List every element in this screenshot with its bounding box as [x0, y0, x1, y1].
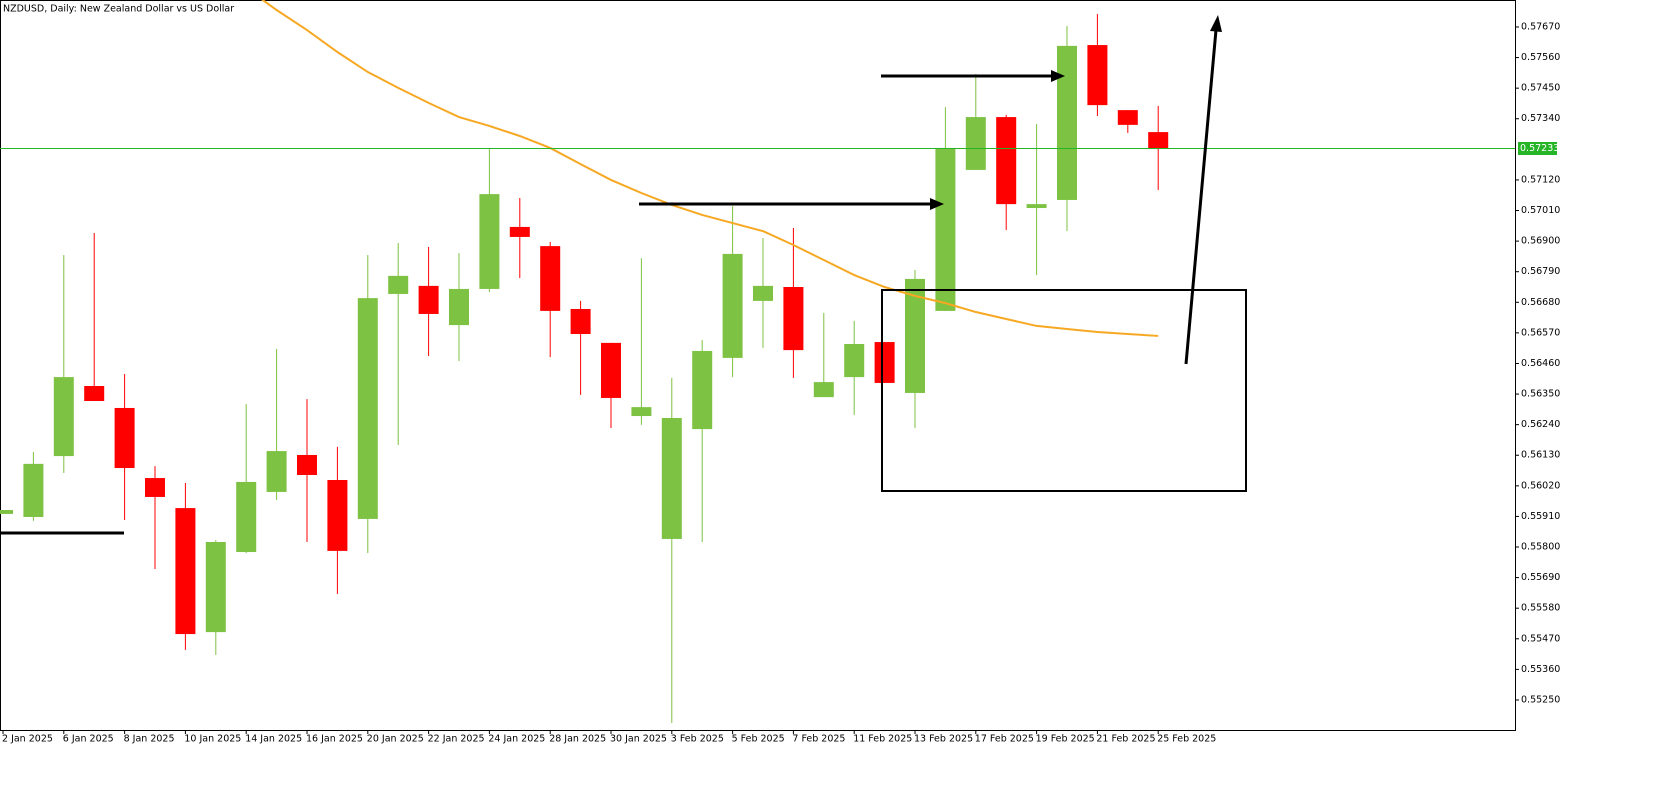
candle-body	[631, 407, 652, 417]
candle-body	[297, 454, 317, 475]
y-tick-label: 0.56900	[1521, 236, 1560, 247]
candle-body	[844, 344, 865, 378]
y-tick-label: 0.56790	[1521, 266, 1560, 277]
x-tick-label: 14 Jan 2025	[245, 734, 302, 745]
x-tick-label: 24 Jan 2025	[488, 734, 545, 745]
candle-body	[205, 542, 226, 633]
candle-body	[813, 382, 834, 398]
y-tick-label: 0.57120	[1521, 174, 1560, 185]
candle-body	[236, 481, 257, 553]
x-tick-label: 8 Jan 2025	[124, 734, 175, 745]
y-tick-label: 0.57010	[1521, 205, 1560, 216]
y-tick-label: 0.55910	[1521, 511, 1560, 522]
candle-body	[357, 298, 378, 519]
candle-body	[145, 478, 165, 497]
arrow-head	[1210, 15, 1222, 32]
y-tick-label: 0.55800	[1521, 542, 1560, 553]
candle-body	[905, 278, 925, 393]
y-tick-label: 0.55580	[1521, 603, 1560, 614]
x-tick-label: 22 Jan 2025	[428, 734, 485, 745]
chart-title: NZDUSD, Daily: New Zealand Dollar vs US …	[3, 4, 234, 15]
annotations	[0, 15, 1247, 535]
x-tick-label: 19 Feb 2025	[1036, 734, 1095, 745]
y-tick-label: 0.56350	[1521, 389, 1560, 400]
candle-body	[1057, 45, 1077, 200]
x-tick-label: 20 Jan 2025	[367, 734, 424, 745]
candle-body	[84, 385, 105, 402]
y-tick-label: 0.56460	[1521, 358, 1560, 369]
candle-body	[753, 285, 773, 301]
x-tick-label: 2 Jan 2025	[2, 734, 53, 745]
y-tick-label: 0.57450	[1521, 83, 1560, 94]
y-tick-label: 0.57670	[1521, 21, 1560, 32]
candle-body	[0, 510, 13, 514]
moving-average	[261, 0, 1159, 337]
candle-body	[53, 377, 74, 457]
y-tick-label: 0.55250	[1521, 694, 1560, 705]
candle-body	[388, 275, 409, 294]
candle-body	[601, 342, 621, 398]
y-tick-label: 0.56570	[1521, 327, 1560, 338]
x-tick-label: 6 Jan 2025	[63, 734, 114, 745]
x-tick-label: 13 Feb 2025	[914, 734, 973, 745]
price-tag-label: 0.57233	[1520, 143, 1559, 154]
y-tick-label: 0.55360	[1521, 664, 1560, 675]
candle-body	[722, 253, 743, 358]
price-tag	[1518, 142, 1557, 156]
x-tick-label: 10 Jan 2025	[184, 734, 241, 745]
candle-body	[1026, 204, 1047, 209]
zone-box	[881, 289, 1247, 492]
plot-frame	[0, 0, 1516, 731]
candle-body	[570, 308, 591, 334]
y-tick-label: 0.56680	[1521, 297, 1560, 308]
candle-body	[661, 417, 682, 539]
candle-body	[935, 147, 956, 311]
y-tick-label: 0.56020	[1521, 480, 1560, 491]
x-tick-label: 28 Jan 2025	[549, 734, 606, 745]
y-tick-label: 0.56130	[1521, 450, 1560, 461]
candle-body	[449, 288, 469, 326]
x-tick-label: 30 Jan 2025	[610, 734, 667, 745]
x-tick-label: 5 Feb 2025	[732, 734, 785, 745]
candle-body	[1087, 45, 1108, 106]
candle-body	[996, 117, 1017, 205]
candle-body	[479, 194, 500, 289]
y-tick-label: 0.55470	[1521, 633, 1560, 644]
candle-body	[692, 350, 713, 430]
y-tick-label: 0.56240	[1521, 419, 1560, 430]
candle-body	[327, 479, 348, 551]
x-tick-label: 21 Feb 2025	[1096, 734, 1155, 745]
arrow-head	[1051, 70, 1065, 82]
candle-body	[1117, 110, 1138, 125]
candle-body	[540, 246, 561, 311]
candle-body	[23, 463, 44, 517]
x-tick-label: 7 Feb 2025	[792, 734, 845, 745]
arrow-head	[930, 198, 944, 210]
x-tick-label: 25 Feb 2025	[1157, 734, 1216, 745]
arrow	[1184, 29, 1218, 365]
candle-body	[418, 285, 439, 314]
y-tick-label: 0.55690	[1521, 572, 1560, 583]
candle-body	[114, 407, 135, 469]
y-tick-label: 0.57340	[1521, 113, 1560, 124]
plot-area	[0, 0, 1515, 724]
candle-body	[1148, 132, 1169, 149]
y-tick-label: 0.57560	[1521, 52, 1560, 63]
candle-body	[874, 342, 895, 383]
candle-body	[175, 508, 196, 635]
x-tick-label: 16 Jan 2025	[306, 734, 363, 745]
candle-body	[965, 117, 986, 170]
x-tick-label: 17 Feb 2025	[975, 734, 1034, 745]
x-tick-label: 11 Feb 2025	[853, 734, 912, 745]
candle-body	[266, 451, 287, 492]
x-tick-label: 3 Feb 2025	[671, 734, 724, 745]
candle-body	[509, 226, 530, 237]
candle-body	[783, 286, 804, 351]
